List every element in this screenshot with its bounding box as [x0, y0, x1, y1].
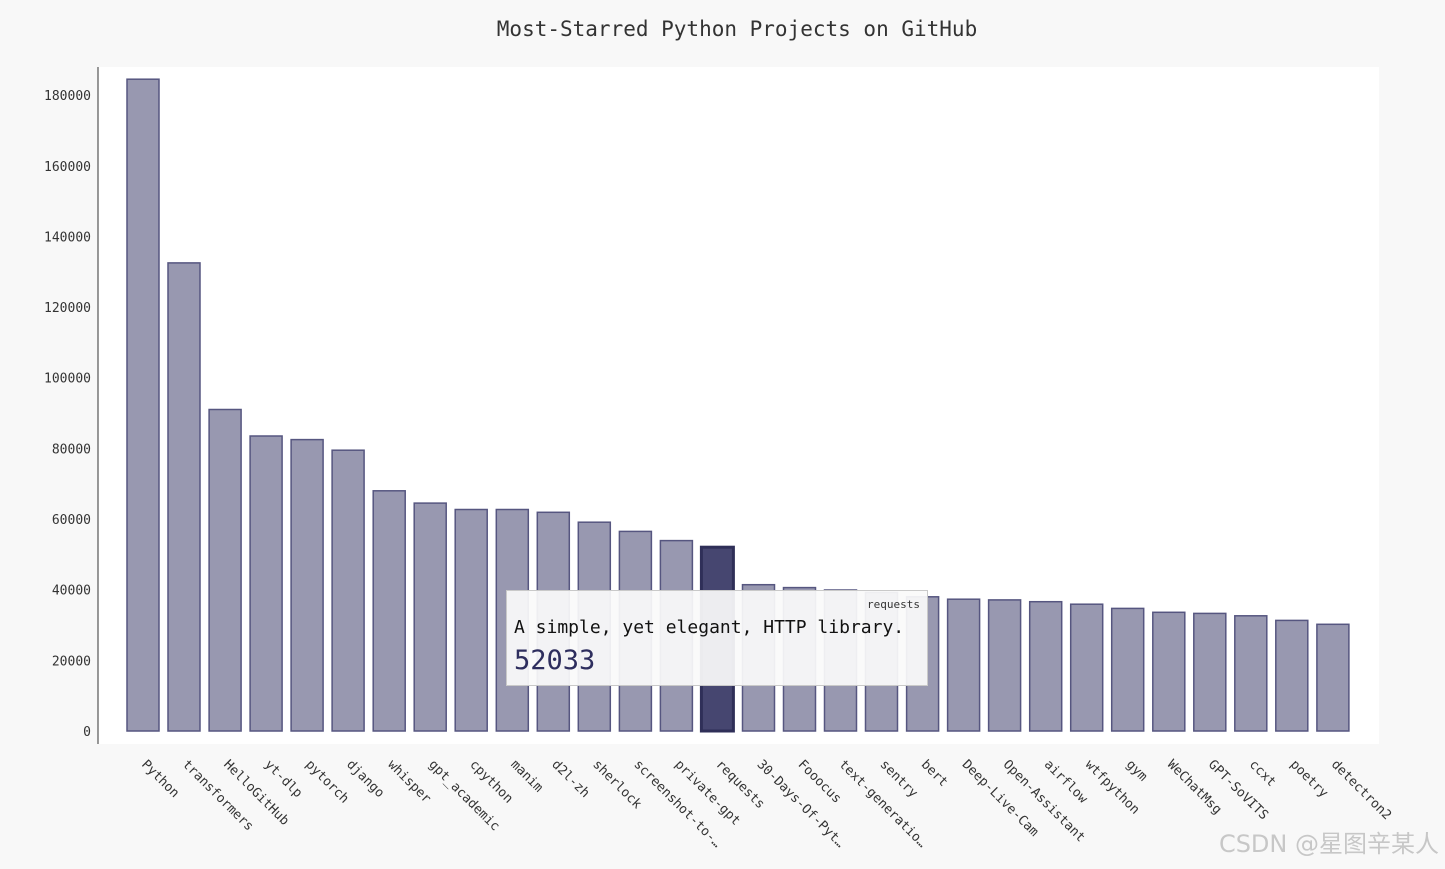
y-tick-label: 60000	[52, 513, 91, 528]
bar[interactable]	[290, 438, 324, 732]
x-axis-ticks: PythontransformersHelloGitHubyt-dlppytor…	[138, 757, 1394, 851]
y-tick-label: 20000	[52, 654, 91, 669]
bar[interactable]	[946, 598, 981, 732]
bar[interactable]	[1275, 619, 1309, 732]
x-tick-label: Python	[138, 757, 182, 801]
y-tick-label: 160000	[44, 160, 91, 175]
x-tick-label: pytorch	[302, 757, 351, 806]
x-tick-label: gym	[1123, 757, 1150, 784]
bar[interactable]	[1152, 611, 1186, 732]
y-tick-label: 80000	[52, 442, 91, 457]
x-tick-label: poetry	[1287, 757, 1331, 801]
bar[interactable]	[1069, 603, 1104, 732]
bar[interactable]	[1028, 600, 1063, 732]
bar[interactable]	[1316, 623, 1350, 732]
bar[interactable]	[126, 78, 160, 732]
y-tick-label: 180000	[44, 89, 91, 104]
x-tick-label: gpt_academic	[425, 757, 502, 834]
bar[interactable]	[167, 262, 201, 732]
y-tick-label: 100000	[44, 372, 91, 387]
y-tick-label: 140000	[44, 230, 91, 245]
bar[interactable]	[372, 490, 406, 732]
bar[interactable]	[1110, 607, 1145, 732]
x-tick-label: detectron2	[1328, 757, 1394, 823]
x-tick-label: d2l-zh	[548, 757, 592, 801]
y-tick-label: 120000	[44, 301, 91, 316]
bar[interactable]	[987, 599, 1022, 732]
x-tick-label: whisper	[384, 757, 433, 806]
bar[interactable]	[331, 449, 365, 732]
bar[interactable]	[1234, 615, 1268, 732]
x-tick-label: manim	[507, 757, 545, 795]
bar[interactable]	[1193, 612, 1227, 732]
x-tick-label: ccxt	[1246, 757, 1279, 790]
bar[interactable]	[413, 502, 447, 732]
x-tick-label: Deep-Live-Cam	[959, 757, 1042, 840]
y-tick-label: 0	[83, 725, 91, 740]
tooltip-description: A simple, yet elegant, HTTP library.	[514, 617, 905, 638]
tooltip: requests A simple, yet elegant, HTTP lib…	[506, 590, 928, 686]
tooltip-value: 52033	[514, 645, 596, 676]
bar[interactable]	[249, 435, 283, 732]
y-tick-label: 40000	[52, 584, 91, 599]
y-axis-ticks: 0 20000 40000 60000 80000 100000 120000 140000 1…	[44, 89, 91, 740]
x-tick-label: bert	[918, 757, 951, 790]
tooltip-project-name: requests	[867, 598, 920, 611]
chart-title: Most-Starred Python Projects on GitHub	[497, 17, 977, 41]
x-tick-label: transformers	[179, 757, 256, 834]
watermark: CSDN @星图辛某人	[1218, 830, 1439, 858]
bar[interactable]	[454, 508, 488, 732]
bar[interactable]	[208, 408, 242, 732]
